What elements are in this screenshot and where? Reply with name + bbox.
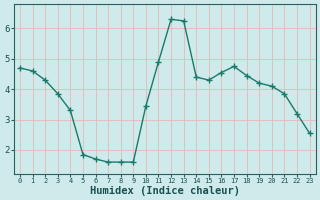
X-axis label: Humidex (Indice chaleur): Humidex (Indice chaleur): [90, 186, 240, 196]
